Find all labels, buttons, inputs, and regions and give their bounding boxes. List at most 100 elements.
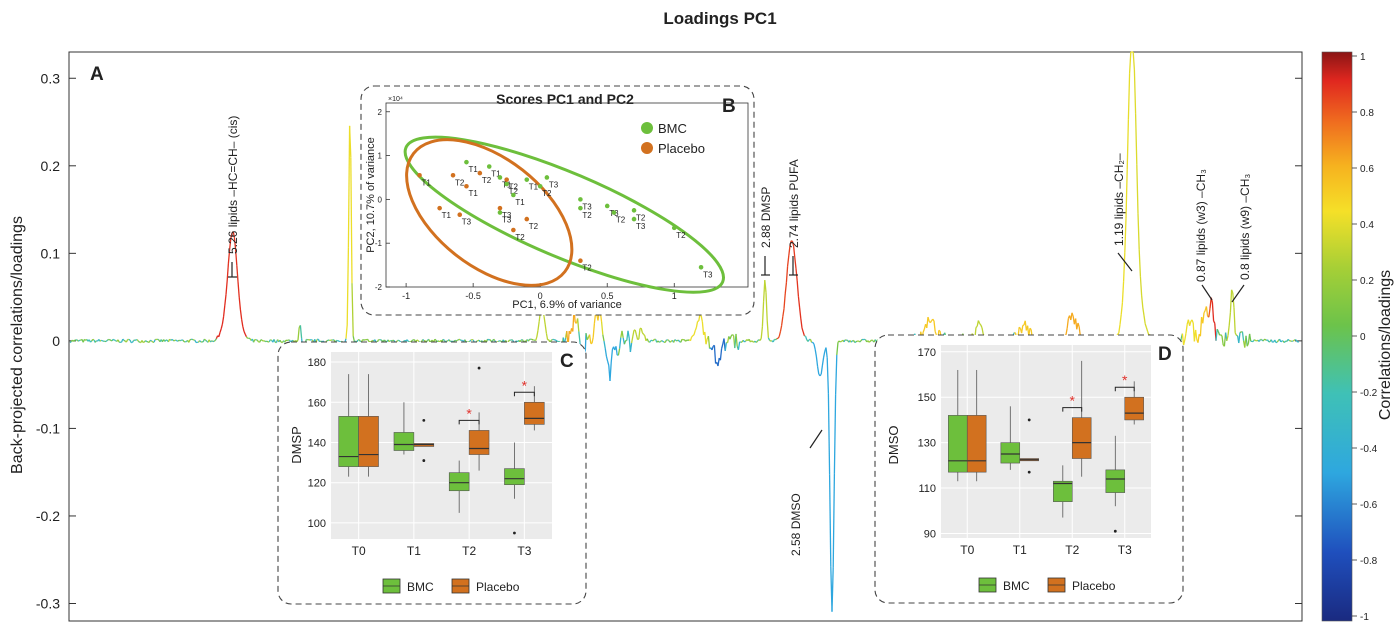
trace-segment: [111, 338, 114, 342]
score-point-label: T2: [542, 189, 552, 198]
trace-segment: [1199, 317, 1203, 337]
box-bmc: [504, 468, 525, 486]
trace-segment: [1194, 329, 1198, 340]
trace-segment: [213, 339, 216, 342]
panel-label-a: A: [90, 64, 104, 85]
trace-segment: [800, 318, 803, 328]
trace-segment: [469, 339, 472, 342]
trace-segment: [1029, 327, 1032, 331]
trace-segment: [1245, 335, 1248, 347]
main-y-axis: 0.3 0.2 0.1 0 -0.1 -0.2 -0.3: [36, 70, 1302, 611]
trace-segment: [1020, 325, 1024, 334]
trace-segment: [634, 329, 638, 335]
trace-segment: [296, 339, 299, 343]
trace-segment: [105, 340, 108, 342]
trace-segment: [868, 340, 871, 343]
trace-segment: [173, 339, 177, 342]
panel-label-b: B: [722, 96, 736, 117]
trace-segment: [701, 321, 705, 335]
trace-segment: [550, 339, 553, 341]
trace-segment: [270, 339, 272, 341]
main-y-axis-label: Back-projected correlations/loadings: [9, 216, 26, 474]
trace-segment: [667, 339, 670, 342]
trace-segment: [172, 339, 175, 342]
trace-segment: [1233, 307, 1236, 333]
box-placebo: [966, 415, 987, 473]
trace-segment: [1287, 338, 1290, 341]
score-point-label: T2: [582, 211, 592, 220]
trace-segment: [938, 329, 941, 332]
trace-segment: [123, 339, 126, 342]
trace-segment: [543, 316, 546, 325]
trace-segment: [261, 339, 264, 342]
significance-bracket: [513, 391, 535, 397]
trace-segment: [1283, 340, 1287, 343]
trace-segment: [804, 335, 806, 337]
trace-segment: [1126, 119, 1130, 170]
trace-segment: [151, 340, 154, 343]
trace-segment: [804, 336, 808, 341]
trace-segment: [1294, 339, 1297, 341]
score-point-bmc: [698, 264, 704, 270]
trace-segment: [372, 339, 374, 342]
trace-segment: [398, 339, 401, 342]
trace-segment: [1125, 169, 1128, 219]
trace-segment: [367, 338, 370, 342]
box-placebo: [358, 416, 379, 467]
colorbar-tick-label: 0.6: [1360, 164, 1374, 175]
trace-segment: [755, 340, 759, 343]
trace-segment: [1246, 343, 1249, 347]
trace-segment: [240, 318, 244, 327]
colorbar-tick-label: 1: [1360, 52, 1366, 63]
trace-segment: [519, 339, 522, 343]
trace-segment: [285, 339, 288, 342]
trace-segment: [496, 340, 499, 343]
trace-segment: [279, 339, 282, 343]
trace-segment: [110, 339, 113, 342]
trace-segment: [663, 341, 666, 344]
inset-b-xtick-label: 0: [538, 291, 543, 301]
trace-segment: [618, 337, 622, 349]
trace-segment: [94, 340, 97, 343]
inset_d-xtick-label: T2: [1065, 543, 1079, 557]
score-point-placebo: [437, 205, 442, 211]
box-bmc: [338, 416, 359, 467]
trace-segment: [1230, 289, 1234, 294]
trace-segment: [1142, 307, 1145, 316]
trace-segment: [1274, 339, 1277, 343]
score-point-placebo: [457, 212, 463, 218]
score-point-label: T3: [502, 211, 512, 220]
inset-c-boxes: **: [338, 366, 545, 535]
box-placebo: [1124, 396, 1144, 421]
trace-segment: [576, 318, 580, 332]
colorbar-tick-label: -0.2: [1360, 388, 1378, 399]
trace-segment: [1118, 324, 1121, 333]
trace-segment: [545, 333, 549, 340]
trace-segment: [1185, 324, 1188, 334]
trace-segment: [704, 331, 707, 345]
colorbar: [1321, 51, 1353, 622]
trace-segment: [637, 338, 640, 341]
score-point-label: T2: [582, 264, 592, 273]
trace-segment: [822, 351, 826, 358]
trace-segment: [664, 339, 667, 343]
trace-segment: [1014, 331, 1016, 334]
inset-b-ytick-label: 0: [378, 195, 383, 204]
trace-segment: [669, 340, 672, 343]
inset-b-xtick-label: -0.5: [465, 291, 481, 301]
trace-segment: [621, 330, 624, 339]
inset-b-plot-frame: [385, 102, 749, 288]
trace-segment: [448, 339, 451, 342]
trace-segment: [380, 339, 383, 342]
trace-segment: [646, 338, 649, 342]
inset-b-points: T1T1T1T2T1T3T2T1T3T3T2T3T2T2T3T2T3T1T2T1…: [417, 159, 713, 279]
trace-segment: [117, 339, 120, 343]
inset-b-ytick-label: -1: [375, 239, 383, 248]
trace-segment: [234, 249, 238, 266]
trace-segment: [256, 339, 259, 343]
trace-segment: [1238, 332, 1241, 344]
box-bmc: [1105, 469, 1126, 493]
main-ytick-label: 0: [52, 333, 60, 349]
trace-segment: [225, 280, 228, 295]
